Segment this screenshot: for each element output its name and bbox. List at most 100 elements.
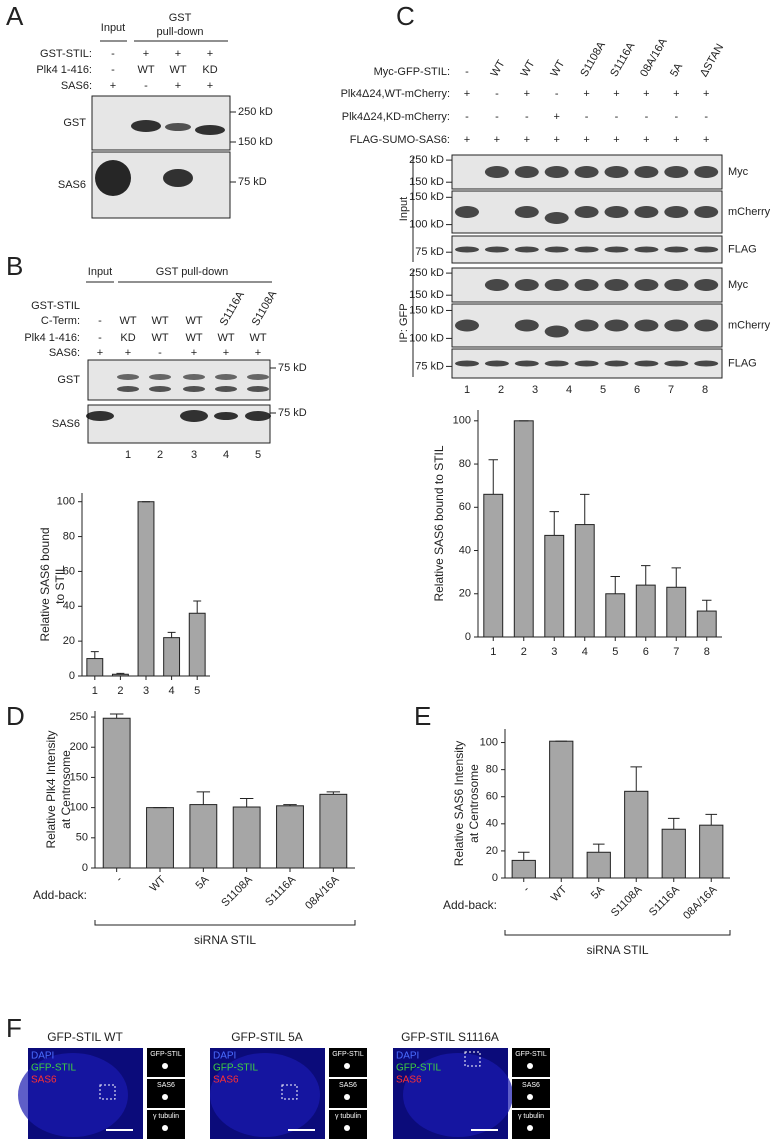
- band: [664, 319, 689, 332]
- inset: [147, 1048, 185, 1077]
- band: [183, 386, 205, 392]
- band: [455, 319, 479, 332]
- label: 3: [532, 384, 538, 396]
- x-tick-label: 4: [582, 646, 588, 658]
- label: KD: [202, 64, 217, 76]
- error-bar: [705, 813, 718, 826]
- label: -: [615, 111, 619, 123]
- label: Input: [398, 197, 410, 221]
- error-bar: [283, 804, 297, 806]
- label: 2: [498, 384, 504, 396]
- channel-label: SAS6: [31, 1075, 57, 1086]
- band: [604, 360, 629, 367]
- band: [664, 206, 689, 218]
- label: 7: [668, 384, 674, 396]
- y-tick-label: 40: [459, 544, 471, 556]
- band: [604, 246, 629, 253]
- label: WT: [519, 58, 538, 79]
- roi: [464, 1051, 481, 1067]
- label: WT: [249, 332, 266, 344]
- x-tick-label: 8: [704, 646, 710, 658]
- panel-letter: A: [6, 1, 24, 31]
- band: [634, 166, 659, 178]
- y-tick-label: 100: [70, 802, 88, 814]
- label: WT: [217, 332, 234, 344]
- band: [95, 160, 131, 196]
- bar: [699, 824, 724, 879]
- y-axis-label: at Centrosome: [59, 750, 73, 829]
- label: -: [465, 111, 469, 123]
- y-tick-label: 20: [486, 845, 498, 857]
- spot: [162, 1094, 168, 1100]
- inset-label: GFP-STIL: [515, 1051, 547, 1058]
- band: [544, 360, 569, 367]
- band: [514, 360, 539, 367]
- y-tick-label: 80: [63, 530, 75, 542]
- band: [664, 166, 689, 178]
- blot: [91, 95, 231, 151]
- spot: [527, 1094, 533, 1100]
- label: 1: [464, 384, 470, 396]
- inset-label: SAS6: [157, 1082, 175, 1089]
- label: FLAG: [728, 357, 757, 369]
- error-bar: [196, 791, 211, 805]
- label: +: [553, 134, 559, 146]
- channel-label: GFP-STIL: [396, 1063, 441, 1074]
- bar: [605, 593, 626, 638]
- bar: [511, 859, 536, 879]
- bar: [513, 420, 534, 638]
- blot: [87, 404, 271, 444]
- label: -: [98, 315, 102, 327]
- label: mCherry: [728, 206, 771, 218]
- band: [484, 246, 509, 253]
- y-tick-label: 100: [57, 496, 75, 508]
- cell: [18, 1053, 128, 1137]
- band: [664, 246, 689, 253]
- band: [634, 206, 659, 218]
- band: [694, 279, 719, 291]
- label: KD: [120, 332, 135, 344]
- band: [183, 374, 205, 380]
- error-bar: [90, 651, 99, 659]
- image-title: GFP-STIL WT: [47, 1030, 123, 1044]
- y-tick-label: 60: [63, 565, 75, 577]
- x-tick-label: -: [114, 873, 125, 884]
- x-tick-label: 5: [612, 646, 618, 658]
- band: [604, 166, 629, 178]
- label: +: [583, 88, 589, 100]
- label: 250 kD: [409, 154, 444, 166]
- band: [484, 166, 509, 178]
- inset: [512, 1079, 550, 1108]
- error-bar: [667, 817, 680, 830]
- band: [165, 123, 191, 131]
- x-tick-label: S1108A: [609, 883, 645, 919]
- label: +: [643, 134, 649, 146]
- label: -: [555, 88, 559, 100]
- band: [149, 386, 171, 392]
- label: FLAG: [728, 243, 757, 255]
- band: [544, 325, 569, 338]
- spot: [162, 1063, 168, 1069]
- y-tick-label: 0: [492, 872, 498, 884]
- band: [131, 120, 161, 132]
- bar: [188, 612, 206, 677]
- group-label: siRNA STIL: [586, 943, 648, 957]
- label: 6: [634, 384, 640, 396]
- spot: [527, 1063, 533, 1069]
- panel-letter: D: [6, 701, 25, 731]
- y-tick-label: 150: [70, 771, 88, 783]
- label: 2: [157, 449, 163, 461]
- band: [574, 319, 599, 332]
- label: +: [673, 134, 679, 146]
- bracket: [504, 930, 731, 936]
- bar: [574, 524, 595, 638]
- label: WT: [185, 315, 202, 327]
- band: [574, 360, 599, 367]
- band: [544, 212, 569, 224]
- band: [247, 374, 269, 380]
- label: +: [97, 347, 103, 359]
- label: +: [125, 347, 131, 359]
- y-tick-label: 100: [453, 415, 471, 427]
- label: +: [464, 88, 470, 100]
- bar: [111, 673, 129, 677]
